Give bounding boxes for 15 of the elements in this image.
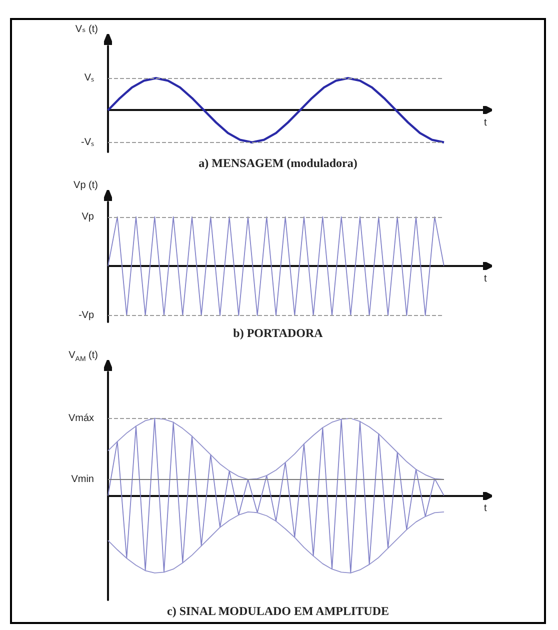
y-axis-title: Vp (t)	[74, 180, 98, 191]
x-axis-title: t	[484, 274, 487, 285]
y-axis-title: Vₛ (t)	[75, 24, 98, 35]
x-axis-title: t	[484, 118, 487, 129]
ref-line-label: -Vp	[78, 310, 94, 322]
ref-line-label: -Vₛ	[81, 136, 94, 148]
text: c) SINAL MODULADO EM AMPLITUDE	[166, 604, 390, 618]
ref-line-label: Vmáx	[68, 412, 94, 424]
text: a) MENSAGEM (moduladora)	[198, 156, 358, 170]
text: b) PORTADORA	[233, 326, 324, 340]
ref-line-label: Vmin	[71, 474, 94, 485]
y-axis-title: V$_{AM}$ (t)	[68, 350, 98, 363]
x-axis-title: t	[484, 503, 487, 514]
ref-line-label: Vₛ	[84, 72, 94, 84]
ref-line-label: Vp	[82, 211, 94, 222]
